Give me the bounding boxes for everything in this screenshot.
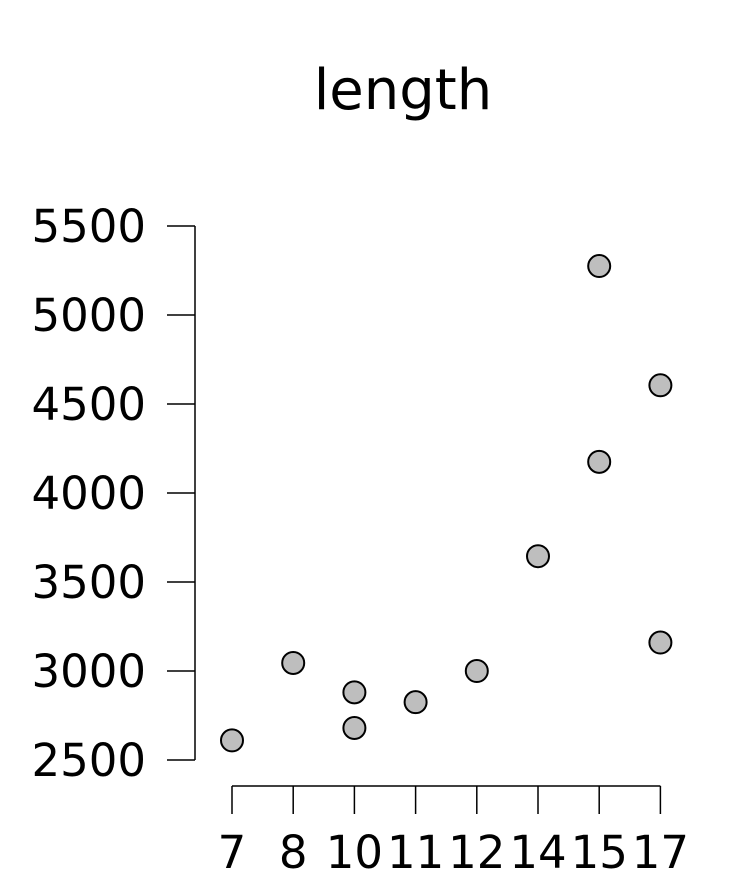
- x-tick-label: 15: [571, 826, 628, 879]
- y-axis: 2500 3000 3500 4000 4500 5000 5500: [31, 200, 196, 787]
- data-points: [220, 254, 673, 753]
- x-tick-label: 11: [387, 826, 444, 879]
- data-point: [464, 659, 489, 683]
- data-point: [342, 680, 367, 705]
- data-point: [220, 728, 244, 753]
- y-tick-label: 5000: [31, 289, 146, 342]
- x-tick-label: 8: [279, 826, 308, 879]
- x-tick-label: 7: [218, 826, 247, 879]
- data-point: [403, 690, 428, 715]
- data-point: [648, 630, 673, 655]
- y-tick-label: 5500: [31, 200, 146, 253]
- data-point: [648, 373, 673, 398]
- data-point: [526, 544, 550, 569]
- data-point: [587, 449, 612, 474]
- chart-title: length: [314, 58, 493, 123]
- y-tick-label: 4500: [31, 378, 146, 431]
- y-tick-label: 3000: [31, 645, 146, 698]
- y-tick-label: 4000: [31, 467, 146, 520]
- data-point: [342, 715, 367, 740]
- x-tick-label: 17: [632, 826, 689, 879]
- data-point: [587, 254, 612, 279]
- y-tick-label: 3500: [31, 556, 146, 609]
- x-tick-label: 10: [326, 826, 383, 879]
- x-axis: 7 8 10 11 12 14 15 17: [218, 785, 689, 879]
- x-tick-label: 12: [448, 826, 505, 879]
- data-point: [281, 650, 306, 675]
- y-tick-label: 2500: [31, 734, 146, 787]
- x-tick-label: 14: [509, 826, 566, 879]
